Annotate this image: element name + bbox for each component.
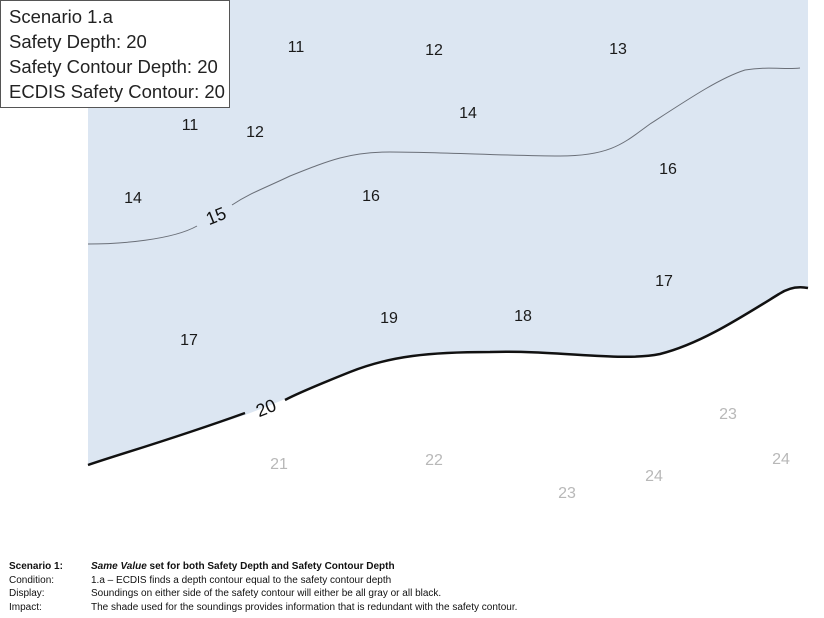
shallow-water-area	[88, 0, 808, 465]
caption-value: Same Value set for both Safety Depth and…	[91, 560, 395, 574]
scenario-settings-box: Scenario 1.a Safety Depth: 20 Safety Con…	[0, 0, 230, 108]
safety-contour-depth-label: Safety Contour Depth: 20	[9, 56, 218, 77]
caption-key: Display:	[9, 588, 45, 599]
contour-15-line	[87, 67, 801, 245]
nautical-chart-diagram: 15 20 11 12 13 11 12 14 14 16 16 17 17 1…	[87, 0, 809, 502]
caption-key: Condition:	[9, 574, 55, 586]
sounding: 21	[270, 456, 288, 473]
safety-depth-label: Safety Depth: 20	[9, 31, 147, 52]
sounding: 16	[659, 161, 677, 178]
sounding: 11	[182, 117, 199, 134]
ecdis-safety-contour-label: ECDIS Safety Contour: 20	[9, 81, 225, 102]
caption-value: Soundings on either side of the safety c…	[91, 588, 442, 599]
sounding: 17	[655, 273, 673, 290]
sounding: 23	[719, 406, 737, 423]
sounding: 11	[288, 39, 305, 56]
safety-contour-20-line	[87, 286, 809, 467]
sounding: 24	[645, 468, 663, 485]
caption-italic-text: Same Value	[91, 561, 147, 572]
soundings-gray: 23 21 22 23 24 24	[270, 406, 790, 502]
caption-key: Scenario 1:	[9, 561, 63, 572]
sounding: 23	[558, 485, 576, 502]
sounding: 18	[514, 308, 532, 325]
soundings-black: 11 12 13 11 12 14 14 16 16 17 17 19 18	[124, 39, 677, 349]
sounding: 12	[425, 42, 443, 59]
sounding: 19	[380, 310, 398, 327]
sounding: 22	[425, 452, 443, 469]
sounding: 24	[772, 451, 790, 468]
caption-text: set for both Safety Depth and Safety Con…	[146, 561, 395, 572]
sounding: 13	[609, 41, 627, 58]
sounding: 12	[246, 124, 264, 141]
sounding: 17	[180, 332, 198, 349]
caption-value: The shade used for the soundings provide…	[91, 601, 518, 613]
caption-key: Impact:	[9, 601, 42, 613]
sounding: 14	[459, 105, 477, 122]
sounding: 16	[362, 188, 380, 205]
sounding: 14	[124, 190, 142, 207]
scenario-title: Scenario 1.a	[9, 6, 113, 27]
caption-value: 1.a – ECDIS finds a depth contour equal …	[91, 574, 392, 586]
